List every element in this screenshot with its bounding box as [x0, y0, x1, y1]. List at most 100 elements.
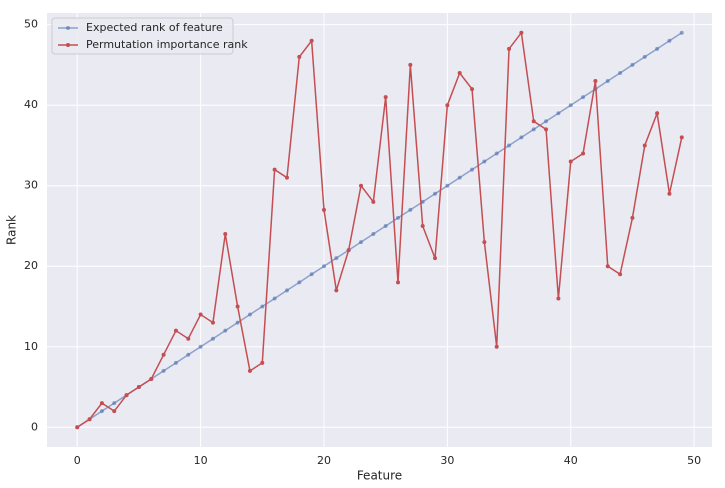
point-marker: [655, 46, 660, 51]
point-marker: [667, 38, 672, 43]
point-marker: [334, 288, 339, 293]
series-line: [76, 30, 683, 428]
point-marker: [161, 352, 166, 357]
point-marker: [408, 207, 413, 212]
point-marker: [272, 167, 277, 172]
point-marker: [544, 127, 549, 132]
point-marker: [420, 199, 425, 204]
point-marker: [531, 127, 536, 132]
point-marker: [593, 79, 598, 84]
point-marker: [260, 360, 265, 365]
point-marker: [556, 296, 561, 301]
point-marker: [210, 336, 215, 341]
point-marker: [470, 167, 475, 172]
point-marker: [630, 215, 635, 220]
point-marker: [223, 328, 228, 333]
point-marker: [186, 336, 191, 341]
point-marker: [445, 183, 450, 188]
point-marker: [679, 30, 684, 35]
point-marker: [420, 223, 425, 228]
point-marker: [383, 95, 388, 100]
legend-marker: [66, 26, 70, 30]
point-marker: [396, 280, 401, 285]
point-marker: [568, 159, 573, 164]
point-marker: [321, 207, 326, 212]
point-marker: [494, 151, 499, 156]
legend-box: [51, 17, 234, 55]
point-marker: [297, 54, 302, 59]
point-marker: [198, 312, 203, 317]
point-marker: [433, 256, 438, 261]
point-marker: [210, 320, 215, 325]
x-tick-label: 10: [194, 454, 208, 467]
point-marker: [494, 344, 499, 349]
point-marker: [482, 159, 487, 164]
point-marker: [247, 368, 252, 373]
point-marker: [112, 401, 117, 406]
point-marker: [173, 328, 178, 333]
point-marker: [260, 304, 265, 309]
point-marker: [519, 135, 524, 140]
point-marker: [149, 376, 154, 381]
point-marker: [667, 191, 672, 196]
point-marker: [371, 199, 376, 204]
y-tick-label: 40: [24, 98, 38, 111]
point-marker: [99, 409, 104, 414]
legend: Expected rank of feature Permutation impo…: [51, 17, 248, 55]
y-tick-label: 30: [24, 179, 38, 192]
y-tick-label: 10: [24, 340, 38, 353]
point-marker: [679, 135, 684, 140]
y-tick-label: 50: [24, 18, 38, 31]
point-marker: [223, 232, 228, 237]
point-marker: [568, 103, 573, 108]
point-marker: [531, 119, 536, 124]
point-marker: [655, 111, 660, 116]
point-marker: [618, 272, 623, 277]
x-tick-label: 40: [564, 454, 578, 467]
point-marker: [605, 79, 610, 84]
series-line: [76, 32, 683, 428]
legend-marker: [66, 43, 70, 47]
point-marker: [482, 240, 487, 245]
x-tick-label: 20: [317, 454, 331, 467]
point-marker: [136, 385, 141, 390]
point-marker: [75, 425, 80, 430]
point-marker: [99, 401, 104, 406]
x-tick-label: 30: [440, 454, 454, 467]
point-marker: [519, 30, 524, 35]
point-marker: [470, 87, 475, 92]
point-marker: [309, 38, 314, 43]
point-marker: [556, 111, 561, 116]
point-marker: [346, 248, 351, 253]
point-marker: [396, 215, 401, 220]
point-marker: [87, 417, 92, 422]
point-marker: [642, 54, 647, 59]
y-axis-label: Rank: [5, 215, 19, 245]
x-axis-label: Feature: [357, 469, 402, 483]
point-marker: [408, 62, 413, 67]
point-marker: [235, 320, 240, 325]
point-marker: [371, 232, 376, 237]
legend-label: Permutation importance rank: [86, 38, 248, 51]
point-marker: [581, 151, 586, 156]
point-marker: [457, 70, 462, 75]
point-marker: [642, 143, 647, 148]
x-tick-label: 50: [687, 454, 701, 467]
point-marker: [544, 119, 549, 124]
point-marker: [112, 409, 117, 414]
point-marker: [247, 312, 252, 317]
point-marker: [445, 103, 450, 108]
point-marker: [507, 143, 512, 148]
legend-label: Expected rank of feature: [86, 21, 223, 34]
point-marker: [173, 360, 178, 365]
point-marker: [605, 264, 610, 269]
point-marker: [284, 288, 289, 293]
point-marker: [321, 264, 326, 269]
y-tick-label: 20: [24, 259, 38, 272]
point-marker: [618, 70, 623, 75]
point-marker: [272, 296, 277, 301]
point-marker: [198, 344, 203, 349]
x-tick-label: 0: [74, 454, 81, 467]
point-marker: [161, 368, 166, 373]
